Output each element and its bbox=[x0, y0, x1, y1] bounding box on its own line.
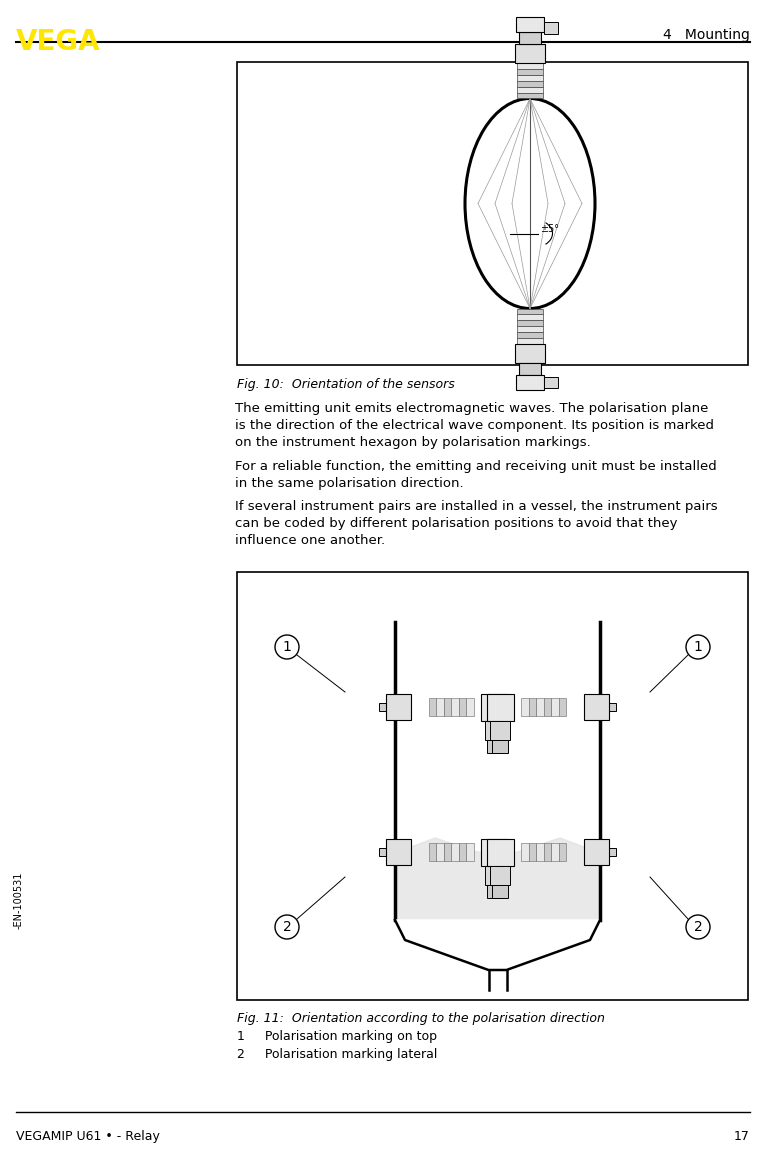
Bar bbox=[485, 865, 505, 885]
Bar bbox=[437, 698, 444, 716]
Bar bbox=[515, 44, 545, 62]
Bar bbox=[517, 320, 543, 327]
Text: can be coded by different polarisation positions to avoid that they: can be coded by different polarisation p… bbox=[235, 517, 677, 530]
Bar bbox=[517, 62, 543, 69]
Bar bbox=[544, 843, 551, 860]
Bar bbox=[551, 843, 558, 860]
Bar bbox=[519, 32, 541, 44]
Bar bbox=[386, 694, 411, 720]
Bar bbox=[451, 843, 459, 860]
Bar bbox=[600, 849, 616, 856]
Text: is the direction of the electrical wave component. Its position is marked: is the direction of the electrical wave … bbox=[235, 419, 714, 432]
Text: The emitting unit emits electromagnetic waves. The polarisation plane: The emitting unit emits electromagnetic … bbox=[235, 402, 709, 415]
Bar bbox=[237, 62, 748, 365]
Bar bbox=[487, 740, 503, 753]
Text: 17: 17 bbox=[734, 1130, 750, 1143]
Text: 4   Mounting: 4 Mounting bbox=[663, 28, 750, 42]
Text: 1: 1 bbox=[283, 640, 291, 654]
Text: For a reliable function, the emitting and receiving unit must be installed: For a reliable function, the emitting an… bbox=[235, 460, 717, 474]
Bar bbox=[444, 698, 451, 716]
Bar bbox=[519, 363, 541, 375]
Text: in the same polarisation direction.: in the same polarisation direction. bbox=[235, 477, 463, 490]
Bar bbox=[584, 694, 609, 720]
Bar bbox=[481, 693, 509, 721]
Bar bbox=[558, 843, 566, 860]
Bar bbox=[521, 698, 529, 716]
Text: Fig. 10:  Orientation of the sensors: Fig. 10: Orientation of the sensors bbox=[237, 378, 455, 392]
Bar bbox=[517, 69, 543, 75]
Bar bbox=[437, 843, 444, 860]
Bar bbox=[551, 698, 558, 716]
Polygon shape bbox=[395, 839, 600, 970]
Circle shape bbox=[686, 915, 710, 939]
Bar bbox=[490, 865, 510, 885]
Text: 2     Polarisation marking lateral: 2 Polarisation marking lateral bbox=[237, 1048, 437, 1061]
Text: Fig. 11:  Orientation according to the polarisation direction: Fig. 11: Orientation according to the po… bbox=[237, 1012, 605, 1024]
Text: 1: 1 bbox=[693, 640, 702, 654]
Bar bbox=[466, 843, 474, 860]
Bar bbox=[429, 843, 437, 860]
Bar bbox=[485, 721, 505, 740]
Text: 1: 1 bbox=[282, 638, 293, 656]
Circle shape bbox=[275, 635, 299, 660]
Text: influence one another.: influence one another. bbox=[235, 534, 385, 547]
Text: VEGAMIP U61 • - Relay: VEGAMIP U61 • - Relay bbox=[16, 1130, 160, 1143]
Bar bbox=[544, 698, 551, 716]
Text: VEGA: VEGA bbox=[16, 28, 100, 55]
Bar bbox=[529, 843, 536, 860]
Polygon shape bbox=[395, 921, 600, 970]
Bar bbox=[517, 338, 543, 344]
Bar bbox=[379, 849, 395, 856]
Bar bbox=[459, 843, 466, 860]
Bar bbox=[558, 698, 566, 716]
Text: ±5°: ±5° bbox=[540, 224, 559, 234]
Text: If several instrument pairs are installed in a vessel, the instrument pairs: If several instrument pairs are installe… bbox=[235, 500, 718, 513]
Bar bbox=[517, 75, 543, 81]
Bar bbox=[237, 572, 748, 1000]
Text: 1     Polarisation marking on top: 1 Polarisation marking on top bbox=[237, 1030, 437, 1043]
Text: 2: 2 bbox=[694, 921, 702, 934]
Bar bbox=[521, 843, 529, 860]
Bar bbox=[545, 22, 558, 33]
Text: on the instrument hexagon by polarisation markings.: on the instrument hexagon by polarisatio… bbox=[235, 435, 591, 449]
Bar bbox=[600, 703, 616, 710]
Bar bbox=[517, 327, 543, 333]
Bar bbox=[429, 698, 437, 716]
Bar bbox=[536, 698, 544, 716]
Bar bbox=[451, 698, 459, 716]
Ellipse shape bbox=[465, 98, 595, 308]
Bar bbox=[486, 839, 513, 865]
Bar bbox=[517, 333, 543, 338]
Bar bbox=[490, 721, 510, 740]
Bar bbox=[517, 81, 543, 87]
Bar bbox=[487, 885, 503, 897]
Bar bbox=[515, 344, 545, 363]
Bar bbox=[516, 17, 545, 32]
Bar bbox=[529, 698, 536, 716]
Text: 2: 2 bbox=[283, 921, 291, 934]
Bar bbox=[444, 843, 451, 860]
Bar bbox=[584, 840, 609, 865]
Text: -EN-100531: -EN-100531 bbox=[14, 871, 24, 929]
Bar bbox=[486, 693, 513, 721]
Bar bbox=[516, 375, 545, 390]
Bar bbox=[386, 840, 411, 865]
Bar bbox=[492, 740, 508, 753]
Bar bbox=[545, 377, 558, 388]
Bar bbox=[459, 698, 466, 716]
Circle shape bbox=[686, 635, 710, 660]
Bar bbox=[517, 308, 543, 314]
Bar bbox=[517, 92, 543, 98]
Bar bbox=[492, 885, 508, 897]
Bar bbox=[536, 843, 544, 860]
Bar bbox=[517, 87, 543, 92]
Bar bbox=[517, 314, 543, 320]
Bar bbox=[466, 698, 474, 716]
Bar bbox=[379, 703, 395, 710]
Bar bbox=[481, 839, 509, 865]
Circle shape bbox=[275, 915, 299, 939]
